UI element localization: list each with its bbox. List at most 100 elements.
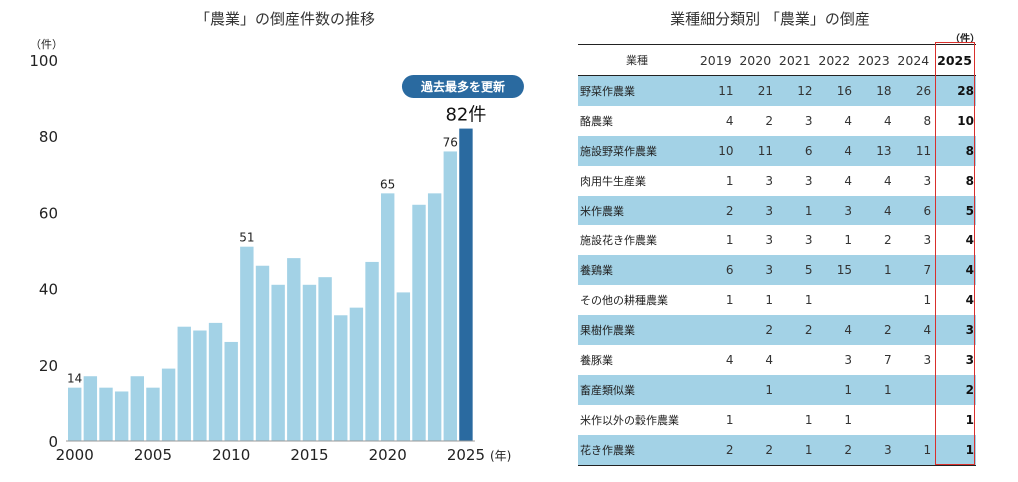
cell-count: 1 (725, 293, 734, 308)
cell-count: 1 (844, 412, 853, 427)
table-row: 施設花き作農業 1 3 3 1 2 3 4 (578, 225, 976, 255)
bar-2024 (443, 151, 457, 441)
record-badge-text: 過去最多を更新 (420, 79, 505, 94)
bar-2021 (396, 292, 411, 441)
bar-2013 (271, 284, 285, 441)
bar-2008 (193, 330, 207, 441)
cell-count: 3 (923, 233, 932, 248)
y-tick-label: 20 (39, 357, 58, 375)
cell-count: 3 (765, 173, 774, 188)
x-tick-label: 2010 (212, 446, 250, 464)
cell-count (854, 285, 894, 315)
bar-2016 (318, 277, 332, 441)
cell-count: 28 (933, 75, 976, 106)
cell-count: 10 (696, 135, 736, 166)
cell-count: 2 (696, 434, 736, 466)
cell-count (775, 345, 815, 375)
cell-count: 2 (814, 434, 855, 466)
cell-count: 1 (725, 173, 734, 188)
table-row: その他の耕種農業 1 1 1 1 4 (578, 285, 976, 315)
cell-count: 3 (923, 173, 932, 188)
cell-count: 3 (965, 352, 974, 367)
data-label-2024: 76 (443, 135, 458, 149)
cell-count: 2 (765, 113, 774, 128)
x-tick-label: 2005 (134, 446, 172, 464)
industry-name: 花き作農業 (578, 434, 696, 466)
table-unit: （件） (950, 34, 980, 45)
bar-2011 (240, 246, 254, 441)
cell-count: 12 (775, 75, 815, 106)
cell-count: 1 (735, 374, 776, 405)
data-label-2020: 65 (380, 177, 395, 191)
bar-2007 (177, 326, 191, 441)
table-title: 業種細分類別 「農業」の倒産 (670, 10, 870, 28)
bar-2019 (365, 261, 379, 441)
y-tick-label: 60 (39, 204, 58, 222)
cell-count (894, 405, 934, 435)
cell-count (815, 285, 855, 315)
table-row: 花き作農業 2 2 1 2 3 1 1 (578, 434, 976, 466)
table-row: 米作農業 2 3 1 3 4 6 5 (578, 195, 976, 226)
cell-count: 1 (814, 374, 855, 405)
bar-2025 (459, 128, 473, 441)
cell-count: 18 (854, 75, 894, 106)
header-year: 2021 (775, 44, 815, 76)
industry-name: 畜産類似業 (578, 374, 696, 405)
cell-count: 1 (804, 412, 813, 427)
bar-2023 (427, 193, 442, 441)
cell-count: 2 (735, 315, 776, 346)
cell-count: 4 (965, 293, 974, 308)
cell-count: 4 (814, 315, 855, 346)
bar-2001 (83, 376, 98, 441)
industry-name: 施設花き作農業 (580, 234, 657, 248)
x-tick-label: 2025 (447, 446, 485, 464)
bar-2020 (381, 193, 395, 441)
cell-count: 4 (844, 113, 853, 128)
cell-count: 5 (775, 255, 815, 286)
cell-count: 2 (883, 233, 892, 248)
cell-count: 1 (775, 434, 815, 466)
industry-name: 肉用牛生産業 (580, 174, 646, 188)
cell-count: 1 (923, 293, 932, 308)
data-label-2025: 82件 (445, 105, 486, 126)
cell-count: 26 (893, 75, 934, 106)
cell-count: 3 (804, 173, 813, 188)
bar-2004 (130, 376, 144, 441)
table-row: 養豚業 4 4 3 7 3 3 (578, 345, 976, 375)
table-row: 畜産類似業 1 1 1 2 (578, 374, 976, 405)
cell-count: 3 (735, 195, 776, 226)
cell-count (854, 405, 894, 435)
header-year: 2025 (933, 44, 976, 76)
x-tick-label: 2015 (290, 446, 328, 464)
cell-count: 8 (933, 135, 976, 166)
cell-count: 3 (804, 233, 813, 248)
cell-count: 2 (696, 195, 736, 226)
cell-count: 4 (854, 195, 894, 226)
cell-count: 6 (775, 135, 815, 166)
cell-count: 1 (725, 233, 734, 248)
header-year: 2023 (854, 44, 894, 76)
cell-count (696, 374, 736, 405)
cell-count: 1 (893, 434, 934, 466)
cell-count: 4 (765, 352, 774, 367)
bar-2000 (68, 387, 82, 441)
cell-count: 1 (965, 412, 974, 427)
cell-count: 2 (933, 374, 976, 405)
y-tick-label: 0 (48, 433, 58, 451)
header-year: 2022 (814, 44, 855, 76)
industry-name: 養豚業 (580, 353, 613, 367)
cell-count: 1 (725, 412, 734, 427)
cell-count: 16 (814, 75, 855, 106)
table-header-row: 業種 2019 2020 2021 2022 2023 2024 2025 (578, 44, 976, 76)
industry-name: 酪農業 (580, 114, 613, 128)
cell-count: 4 (883, 113, 892, 128)
industry-name: その他の耕種農業 (580, 294, 668, 308)
cell-count: 4 (883, 173, 892, 188)
cell-count: 6 (893, 195, 934, 226)
cell-count: 1 (854, 374, 894, 405)
cell-count: 4 (933, 255, 976, 286)
bar-2006 (161, 368, 176, 441)
cell-count: 13 (854, 135, 894, 166)
cell-count: 4 (844, 173, 853, 188)
